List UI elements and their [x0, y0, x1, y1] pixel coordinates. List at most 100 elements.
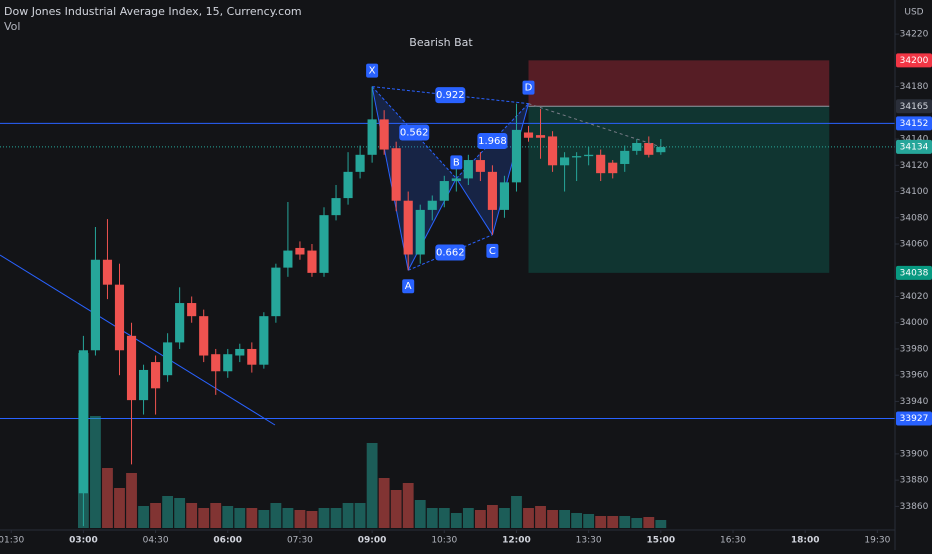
candle-body [355, 154, 365, 172]
candle-body [656, 146, 666, 153]
candle-body [138, 369, 149, 401]
volume-bar [619, 516, 631, 528]
candle-body [379, 119, 389, 150]
point-box [450, 155, 463, 170]
candle-body [415, 209, 425, 255]
y-tick-label: 33900 [900, 449, 929, 459]
y-tick-label: 34100 [900, 187, 929, 197]
x-tick-label: 06:00 [213, 536, 242, 546]
x-tick-label: 09:00 [358, 536, 387, 546]
x-tick-label: 03:00 [69, 536, 98, 546]
volume-bar [607, 516, 619, 528]
volume-bar [643, 517, 655, 528]
volume-bar [90, 416, 101, 528]
volume-bar [102, 468, 113, 528]
volume-bar [342, 503, 354, 528]
price-tag [896, 411, 932, 426]
candle-body [114, 284, 125, 351]
candle-body [163, 342, 173, 376]
candle-body [475, 160, 485, 172]
point-label: B [453, 157, 460, 168]
y-tick-label: 33940 [900, 397, 929, 407]
stop-zone [528, 60, 830, 107]
volume-bar [318, 508, 330, 528]
candle-body [632, 142, 642, 151]
volume-bar [414, 500, 426, 528]
candle-body [175, 303, 185, 343]
volume-bar [186, 503, 198, 528]
volume-bar [511, 496, 522, 528]
candle-body [319, 215, 329, 273]
y-tick-label: 33980 [900, 344, 929, 354]
volume-bar [474, 510, 486, 528]
volume-bar [378, 478, 390, 528]
candle-body [427, 200, 437, 210]
candle-body [451, 178, 461, 182]
candle-body [403, 200, 413, 255]
volume-bar [366, 443, 378, 528]
point-box [522, 80, 535, 95]
pattern-fill [372, 86, 457, 271]
ratio-box [477, 133, 508, 150]
point-box [486, 243, 499, 258]
volume-bar [258, 510, 270, 528]
candle-body [535, 135, 546, 138]
volume-bar [162, 496, 174, 528]
price-tag-label: 33927 [900, 414, 929, 424]
candle-body [283, 250, 293, 268]
projection-line [528, 103, 661, 148]
volume-bar [450, 513, 462, 528]
ratio-label: 1.968 [478, 136, 507, 147]
candle-body [78, 350, 88, 494]
volume-bar [294, 510, 306, 528]
price-tag [896, 53, 932, 68]
pattern-leg [371, 86, 409, 271]
currency: USD [904, 8, 923, 18]
candle-body [596, 154, 606, 174]
price-tag [896, 116, 932, 131]
point-label: X [369, 66, 376, 77]
volume-bar [559, 510, 571, 528]
ratio-label: 0.922 [436, 90, 465, 101]
candle-body [211, 354, 221, 372]
point-label: C [489, 246, 496, 257]
x-tick-label: 15:00 [646, 536, 675, 546]
price-tag [896, 99, 932, 114]
x-tick-label: 18:00 [791, 536, 820, 546]
volume-bar [138, 506, 149, 528]
volume-bar [438, 508, 450, 528]
volume-bar [571, 513, 583, 528]
point-label: A [405, 281, 412, 292]
candle-body [572, 156, 582, 158]
volume-bar [150, 503, 161, 528]
x-tick-label: 19:30 [864, 536, 890, 546]
symbol-title: Dow Jones Industrial Average Index, 15, … [4, 5, 302, 18]
volume-bar [354, 503, 366, 528]
candle-body [199, 316, 209, 356]
volume-bar [523, 508, 534, 528]
ratio-box [435, 244, 466, 261]
x-tick-label: 04:30 [143, 536, 169, 546]
candle-body [584, 154, 594, 157]
ratio-box [399, 124, 430, 141]
price-tag-label: 34134 [900, 142, 929, 152]
candle-body [499, 182, 510, 210]
point-box [366, 63, 379, 78]
candle-body [187, 303, 197, 317]
ratio-label: 0.662 [436, 248, 465, 259]
volume-bar [270, 503, 282, 528]
volume-bar [583, 514, 595, 528]
candle-body [235, 348, 245, 356]
y-tick-label: 34180 [900, 82, 929, 92]
volume-bar [234, 508, 246, 528]
candle-body [608, 162, 618, 174]
target-zone [528, 106, 830, 273]
y-tick-label: 34220 [900, 30, 929, 40]
pattern-leg [491, 103, 529, 235]
volume-bar [499, 508, 510, 528]
price-tag-label: 34165 [900, 102, 929, 112]
trend-line [0, 254, 276, 426]
volume-bar [222, 506, 234, 528]
candle-body [271, 267, 281, 317]
